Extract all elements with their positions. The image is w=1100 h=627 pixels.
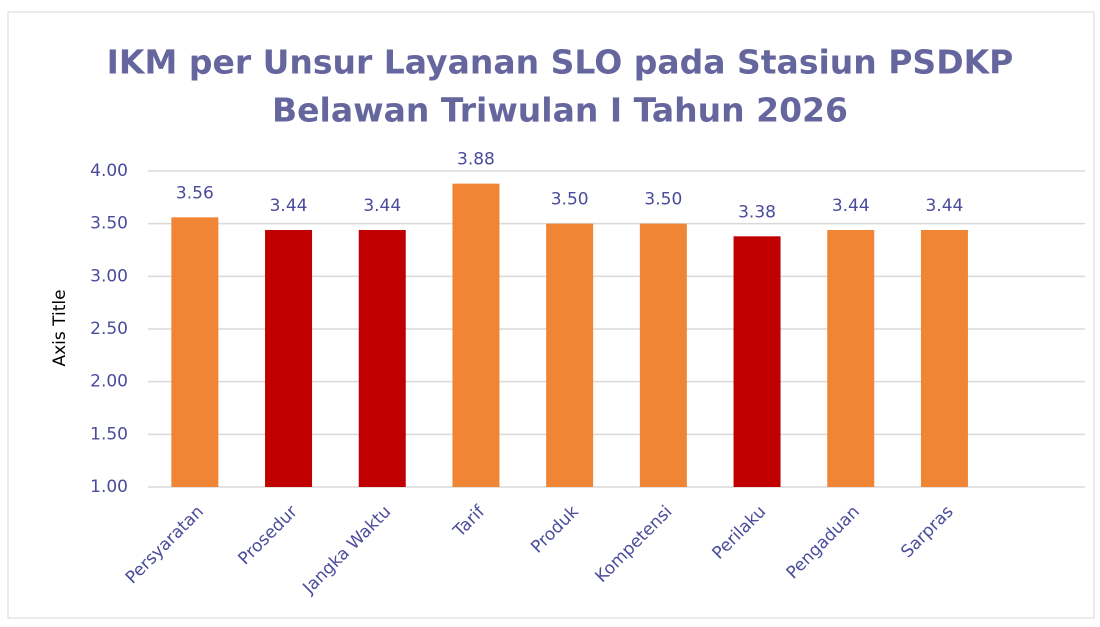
y-axis-title: Axis Title xyxy=(50,289,70,366)
bar xyxy=(827,229,875,487)
bar xyxy=(639,223,687,487)
chart-title: IKM per Unsur Layanan SLO pada Stasiun P… xyxy=(107,43,1014,82)
y-tick-label: 2.50 xyxy=(90,319,128,339)
bar xyxy=(546,223,594,487)
y-tick-label: 3.00 xyxy=(90,266,128,286)
chart-title: Belawan Triwulan I Tahun 2026 xyxy=(272,91,848,130)
y-tick-label: 2.00 xyxy=(90,372,128,392)
bar xyxy=(358,229,406,487)
y-tick-label: 3.50 xyxy=(90,214,128,234)
y-tick-label: 1.00 xyxy=(90,477,128,497)
data-label: 3.50 xyxy=(551,190,589,210)
bar xyxy=(265,229,313,487)
bar xyxy=(920,229,968,487)
data-label: 3.88 xyxy=(457,150,495,170)
data-label: 3.44 xyxy=(363,196,401,216)
bar xyxy=(171,217,219,487)
y-tick-label: 1.50 xyxy=(90,424,128,444)
data-label: 3.44 xyxy=(270,196,308,216)
y-tick-label: 4.00 xyxy=(90,161,128,181)
data-label: 3.50 xyxy=(644,190,682,210)
data-label: 3.56 xyxy=(176,183,214,203)
data-label: 3.38 xyxy=(738,202,776,222)
data-label: 3.44 xyxy=(832,196,870,216)
bar xyxy=(452,183,500,487)
bar xyxy=(733,236,781,487)
data-label: 3.44 xyxy=(926,196,964,216)
